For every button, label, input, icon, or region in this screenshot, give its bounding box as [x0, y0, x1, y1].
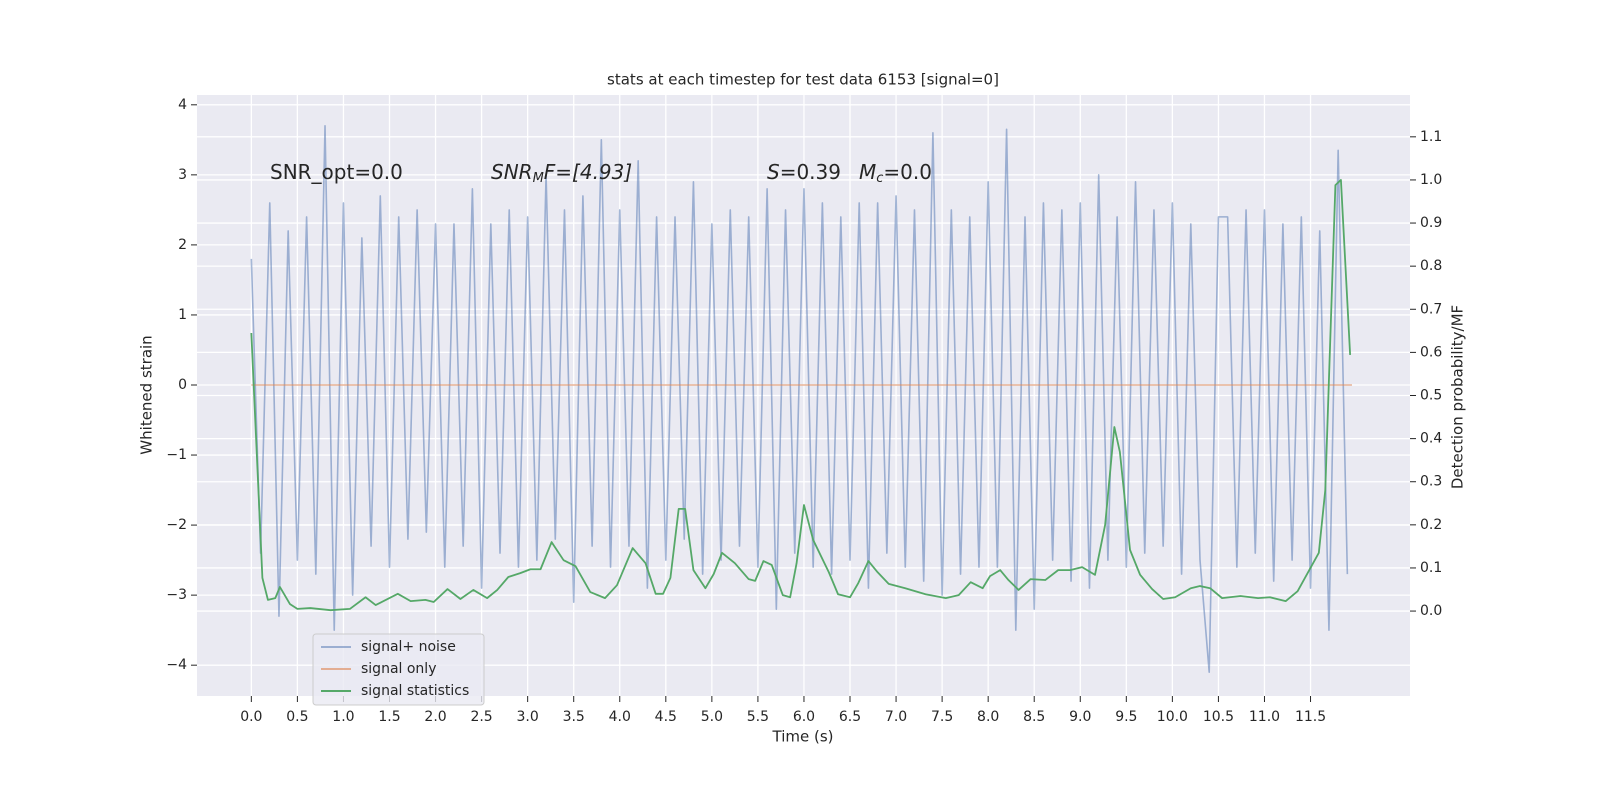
x-tick-label: 7.0 [885, 709, 907, 725]
marks [250, 125, 1352, 673]
x-tick-label: 6.0 [793, 709, 815, 725]
y-tick-label: 1 [178, 307, 187, 323]
legend: signal+ noise signal only signal statistic… [312, 633, 485, 706]
x-tick-label: 1.5 [378, 709, 400, 725]
y2-tick-label: 0.4 [1420, 431, 1442, 447]
annotation-part: =0.0 [883, 160, 932, 184]
chart-title: stats at each timestep for test data 615… [607, 71, 999, 89]
x-tick-label: 9.5 [1115, 709, 1137, 725]
y-tick-label: 3 [178, 167, 187, 183]
annotation-part: M [859, 160, 876, 184]
annotation: S=0.39 [767, 160, 841, 184]
annotation: Mc=0.0 [859, 160, 932, 186]
x-tick-label: 4.0 [609, 709, 631, 725]
series-line [250, 179, 1352, 612]
y2-tick-label: 0.6 [1420, 344, 1442, 360]
annotation-part: SNR_opt=0.0 [270, 160, 403, 184]
annotation-part: c [876, 171, 883, 186]
x-tick-label: 9.0 [1069, 709, 1091, 725]
x-tick-label: 8.0 [977, 709, 999, 725]
annotation-part: S [767, 160, 780, 184]
legend-label: signal statistics [361, 683, 469, 699]
x-tick-label: 0.5 [286, 709, 308, 725]
x-axis-label: Time (s) [772, 728, 834, 746]
y2-tick-label: 0.3 [1420, 474, 1442, 490]
x-tick-label: 4.5 [655, 709, 677, 725]
legend-label: signal+ noise [361, 639, 456, 655]
x-tick-label: 2.0 [424, 709, 446, 725]
x-tick-label: 3.5 [563, 709, 585, 725]
x-tick-label: 3.0 [517, 709, 539, 725]
y2-tick-label: 0.5 [1420, 388, 1442, 404]
y2-tick-label: 0.9 [1420, 215, 1442, 231]
x-tick-label: 7.5 [931, 709, 953, 725]
y2-tick-label: 1.1 [1420, 129, 1442, 145]
y-tick-label: −1 [166, 447, 187, 463]
y-tick-label: −3 [166, 587, 187, 603]
x-tick-label: 10.0 [1157, 709, 1188, 725]
y-tick-label: −2 [166, 517, 187, 533]
y2-tick-label: 0.7 [1420, 301, 1442, 317]
legend-box [312, 633, 485, 706]
x-tick-label: 5.5 [747, 709, 769, 725]
y-tick-label: 0 [178, 377, 187, 393]
x-tick-label: 2.5 [470, 709, 492, 725]
x-tick-label: 8.5 [1023, 709, 1045, 725]
annotation: SNR_opt=0.0 [270, 160, 403, 184]
series-line [250, 125, 1349, 673]
y2-tick-label: 0.0 [1420, 603, 1442, 619]
y2-tick-label: 0.1 [1420, 560, 1442, 576]
x-tick-label: 1.0 [332, 709, 354, 725]
annotation-part: SNR [491, 160, 533, 184]
x-tick-label: 11.0 [1249, 709, 1280, 725]
y-tick-label: −4 [166, 657, 187, 673]
x-tick-label: 11.5 [1295, 709, 1326, 725]
x-tick-label: 0.0 [240, 709, 262, 725]
annotations: SNR_opt=0.0 SNRMF=[4.93] S=0.39 Mc=0.0 [270, 160, 932, 186]
y2-tick-label: 0.2 [1420, 517, 1442, 533]
y2-axis-label: Detection probability/MF [1449, 305, 1467, 489]
y-tick-label: 2 [178, 237, 187, 253]
y2-tick-label: 0.8 [1420, 258, 1442, 274]
y-axis-label: Whitened strain [138, 335, 156, 454]
y2-tick-label: 1.0 [1420, 172, 1442, 188]
annotation-part: M [533, 171, 544, 186]
annotation-part: =0.39 [780, 160, 841, 184]
annotation-part: F=[4.93] [544, 160, 632, 184]
y-tick-label: 4 [178, 97, 187, 113]
legend-label: signal only [361, 661, 436, 677]
annotation: SNRMF=[4.93] [491, 160, 632, 186]
x-tick-label: 6.5 [839, 709, 861, 725]
x-tick-label: 10.5 [1203, 709, 1234, 725]
x-tick-label: 5.0 [701, 709, 723, 725]
